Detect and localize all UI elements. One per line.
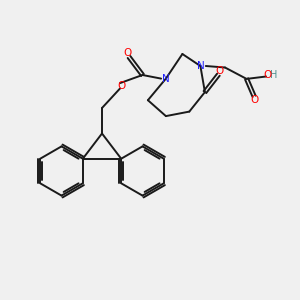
Text: O: O [250, 95, 259, 105]
Text: O: O [124, 48, 132, 58]
Text: H: H [270, 70, 277, 80]
Text: O: O [117, 81, 125, 91]
Text: O: O [215, 65, 223, 76]
Text: O: O [264, 70, 272, 80]
Text: N: N [196, 61, 204, 71]
Text: N: N [162, 74, 170, 84]
